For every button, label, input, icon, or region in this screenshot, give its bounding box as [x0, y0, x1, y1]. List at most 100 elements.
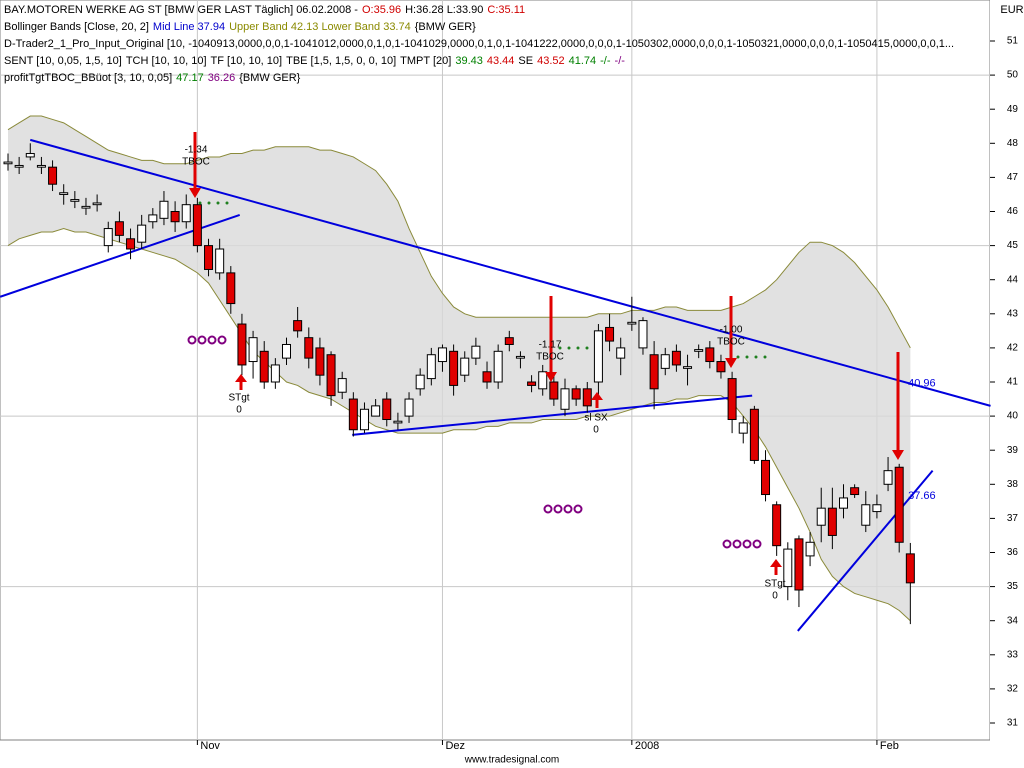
candle-body [794, 538, 804, 591]
legend-text: D-Trader2_1_Pro_Input_Original [10, -104… [4, 38, 955, 50]
candle-body [226, 272, 236, 305]
signal-dot [742, 539, 752, 549]
green-dot [558, 346, 562, 350]
green-dot [736, 355, 740, 359]
candle-body [437, 347, 447, 363]
candle-body [839, 497, 848, 509]
legend-text: 39.43 [455, 55, 483, 67]
green-dot [754, 355, 758, 359]
signal-arrowhead [892, 450, 904, 460]
legend-text: Upper Band 42.13 Lower Band 33.74 [229, 21, 411, 33]
legend-text: {BMW GER} [414, 21, 476, 33]
annotation: STgt [228, 393, 249, 404]
annotation: -1.34 [185, 145, 208, 156]
legend-line: Bollinger Bands [Close, 20, 2] Mid Line 3… [4, 19, 989, 36]
candle-body [727, 378, 737, 421]
candle-body [805, 541, 815, 557]
candle-body [515, 355, 525, 359]
y-tick-label: 35 [1007, 581, 1019, 592]
candle-body [326, 354, 336, 397]
stop-arrowhead [235, 374, 247, 382]
legend-text: 41.74 [568, 55, 597, 67]
signal-dot [573, 504, 583, 514]
legend-text: Mid Line 37.94 [152, 21, 226, 33]
candle-body [816, 507, 826, 526]
candle-body [170, 211, 180, 223]
candle-body [671, 350, 681, 366]
legend-text: TF [10, 10, 10] [210, 55, 283, 67]
candle-body [25, 153, 35, 158]
upper-band [7, 115, 911, 349]
candle-body [237, 323, 247, 366]
candle-body [426, 354, 436, 380]
candle-body [638, 320, 648, 349]
candle-body [282, 343, 291, 359]
signal-dot [217, 335, 227, 345]
y-tick-label: 45 [1007, 240, 1019, 251]
trendline-value: 37.66 [908, 490, 936, 502]
candle-body [605, 326, 615, 342]
candle-body [36, 164, 46, 168]
candle-body [749, 408, 759, 461]
footer: www.tradesignal.com [464, 755, 559, 766]
candle-body [337, 378, 347, 393]
y-tick-label: 41 [1007, 377, 1019, 388]
green-dot [198, 201, 202, 205]
legend-text: TMPT [20] [400, 55, 452, 67]
candle-body [627, 321, 637, 325]
legend-text: BAY.MOTOREN WERKE AG ST [BMW GER LAST Tä… [4, 4, 358, 16]
candle-body [48, 166, 58, 185]
y-tick-label: 33 [1007, 649, 1019, 660]
signal-dot [543, 504, 553, 514]
candle-body [861, 504, 871, 526]
annotation: -1.00 [720, 325, 743, 336]
annotation: -1.17 [539, 340, 562, 351]
annotation: 0 [593, 425, 599, 436]
y-axis-area [990, 0, 1024, 768]
candle-body [482, 371, 492, 383]
candle-body [393, 420, 403, 424]
candle-body [70, 199, 80, 202]
legend-text: SE [518, 55, 534, 67]
y-tick-label: 47 [1007, 172, 1019, 183]
y-tick-label: 46 [1007, 206, 1019, 217]
legend-text: 43.52 [537, 55, 565, 67]
y-tick-label: 49 [1007, 104, 1019, 115]
candle-body [761, 459, 771, 496]
y-tick-label: 31 [1007, 718, 1019, 729]
y-tick-label: 34 [1007, 615, 1019, 626]
candle-body [504, 337, 514, 345]
legend-line: BAY.MOTOREN WERKE AG ST [BMW GER LAST Tä… [4, 2, 989, 19]
candle-body [471, 345, 481, 359]
legend-text: TBE [1,5, 1,5, 0, 0, 10] [286, 55, 397, 67]
trendline [797, 470, 934, 632]
green-dot [225, 201, 229, 205]
y-tick-label: 50 [1007, 70, 1019, 81]
candle-body [126, 238, 136, 250]
signal-dot [563, 504, 573, 514]
candle-body [738, 422, 748, 434]
legend-text: 47.17 [176, 72, 204, 84]
green-dot [216, 201, 220, 205]
legend-line: profitTgtTBOC_BBüot [3, 10, 0,05] 47.17 36… [4, 70, 989, 87]
candle-body [181, 204, 191, 223]
legend-text: TCH [10, 10, 10] [125, 55, 207, 67]
annotation: 0 [772, 591, 778, 602]
legend-text: 36.26 [207, 72, 236, 84]
candle-body [348, 398, 358, 431]
candle-body [783, 548, 793, 588]
candle-body [14, 164, 24, 168]
y-tick-label: 32 [1007, 684, 1019, 695]
candle-body [460, 357, 470, 376]
candle-body [593, 330, 603, 383]
annotation: TBOC [536, 352, 564, 363]
candle-body [59, 192, 69, 195]
candle-body [905, 553, 915, 584]
green-dot [207, 201, 211, 205]
stop-arrowhead [591, 392, 603, 400]
lower-band [7, 228, 911, 622]
signal-dot [752, 539, 762, 549]
y-tick-label: 42 [1007, 343, 1019, 354]
trendline [352, 394, 753, 436]
